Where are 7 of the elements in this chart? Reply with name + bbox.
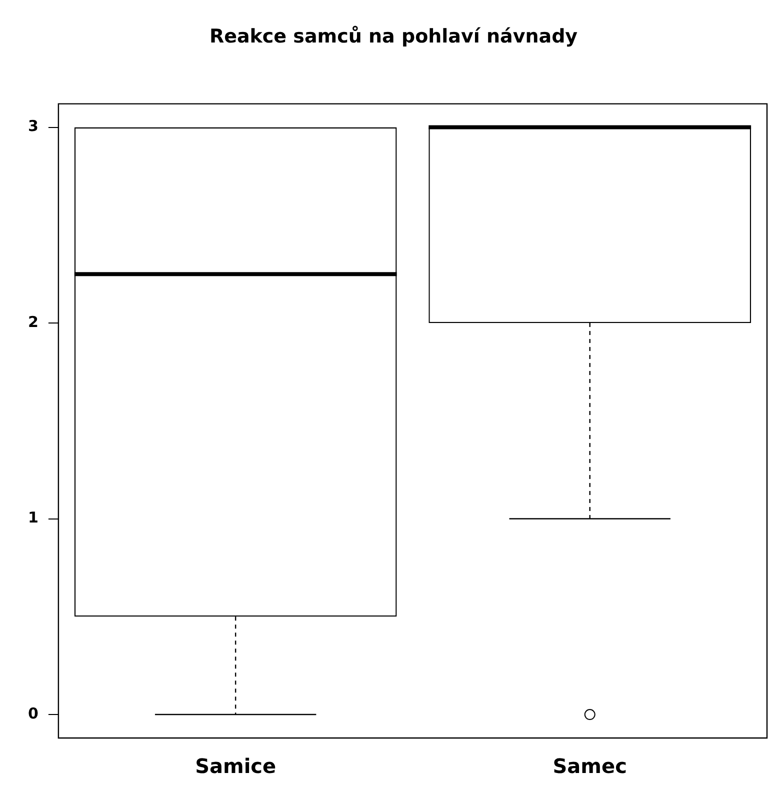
- y-tick-label: 1: [28, 508, 38, 527]
- y-tick-label: 3: [28, 117, 38, 136]
- x-tick-label: Samec: [552, 754, 627, 778]
- y-tick-label: 2: [28, 312, 38, 331]
- chart-title: Reakce samců na pohlaví návnady: [209, 25, 578, 48]
- x-tick-label: Samice: [195, 754, 276, 778]
- y-tick-label: 0: [28, 704, 38, 722]
